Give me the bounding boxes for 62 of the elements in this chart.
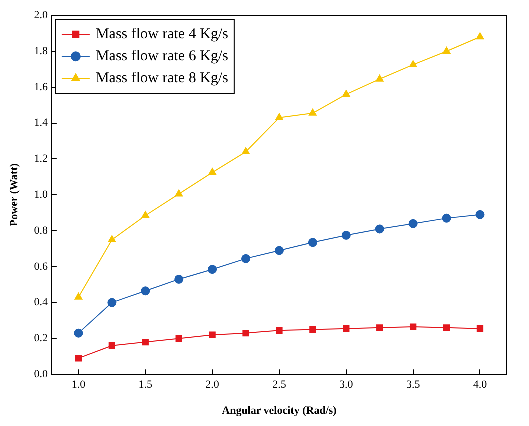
x-tick-label: 1.0 [72, 379, 86, 392]
point [442, 214, 452, 223]
point [242, 330, 250, 337]
y-tick-label: 0.6 [34, 260, 48, 273]
x-tick-label: 3.5 [406, 379, 421, 392]
point [74, 292, 83, 300]
y-tick-label: 2.0 [34, 9, 48, 22]
point [108, 298, 117, 308]
legend-label: Mass flow rate 6 Kg/s [96, 48, 229, 65]
point [476, 326, 484, 332]
point [308, 238, 318, 248]
point [376, 74, 384, 82]
point [274, 246, 284, 256]
point [310, 326, 316, 334]
x-tick-label: 1.5 [138, 379, 154, 392]
point [75, 355, 82, 362]
point [376, 324, 384, 332]
y-tick-label: 1.2 [34, 153, 48, 166]
point [375, 224, 384, 234]
point [208, 265, 218, 274]
y-tick-label: 0.0 [34, 368, 48, 380]
point [242, 254, 251, 264]
y-tick-label: 1.0 [34, 188, 48, 201]
point [108, 342, 116, 350]
point [142, 211, 150, 218]
point [476, 32, 484, 40]
point [410, 324, 417, 330]
y-tick-label: 1.8 [34, 45, 48, 58]
y-tick-label: 0.4 [34, 296, 48, 309]
y-tick-label: 0.2 [34, 332, 48, 345]
point [175, 190, 184, 197]
point [208, 168, 217, 176]
point [74, 328, 84, 338]
point [142, 338, 149, 346]
x-tick-label: 4.0 [473, 379, 488, 392]
point [141, 286, 150, 296]
y-tick-label: 0.8 [34, 224, 48, 237]
point [342, 230, 351, 240]
point [409, 60, 418, 68]
point [343, 326, 350, 332]
legend-label: Mass flow rate 4 Kg/s [96, 26, 229, 43]
point [276, 327, 283, 334]
point [209, 332, 216, 338]
x-tick-label: 2.5 [272, 379, 287, 392]
point [443, 324, 450, 332]
legend-label: Mass flow rate 8 Kg/s [96, 70, 229, 87]
x-tick-label: 2.0 [206, 379, 220, 392]
point [276, 113, 284, 120]
point [108, 235, 116, 242]
point [242, 148, 250, 155]
point [442, 47, 451, 54]
point [476, 210, 485, 220]
y-tick-label: 1.4 [34, 117, 48, 130]
point [342, 90, 350, 98]
point [176, 335, 182, 342]
y-tick-label: 1.6 [34, 81, 48, 94]
point [408, 219, 418, 228]
x-axis-title: Angular velocity (Rad/s) [222, 405, 338, 418]
x-tick-label: 3.0 [340, 379, 354, 392]
point [308, 108, 317, 116]
y-axis-title: Power (Watt) [8, 163, 20, 227]
point [174, 274, 184, 284]
